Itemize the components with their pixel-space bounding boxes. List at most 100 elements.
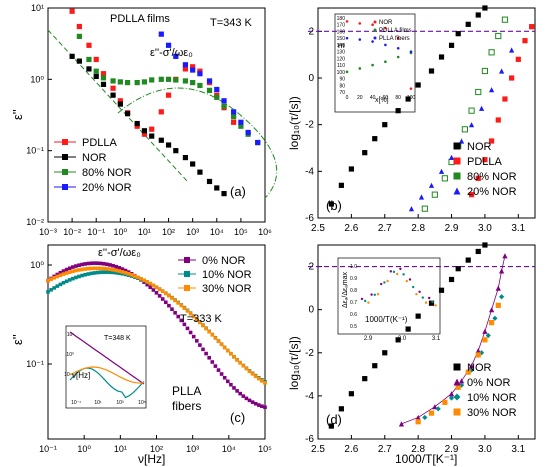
panel-b-inset-ytick-label: 100 [337, 70, 346, 76]
panel-c-point [95, 266, 100, 271]
panel-b-inset-xtick-label: 40 [370, 95, 376, 101]
panel-c-temp: T=333 K [180, 313, 223, 325]
panel-d-ytick-label: 0 [308, 305, 314, 316]
panel-d-inset-point [380, 282, 383, 286]
panel-d-inset-ytick-label: 0.9 [350, 276, 357, 282]
panel-d-point [415, 313, 421, 319]
panel-d-xtick-label: 2.8 [411, 444, 425, 455]
panel-c-point [49, 277, 53, 282]
panel-c-point [198, 343, 202, 347]
panel-a-point [149, 133, 155, 139]
panel-c-point [260, 379, 264, 383]
panel-b-point [338, 182, 344, 188]
panel-b-ytick-label: 0 [308, 73, 314, 84]
panel-a-formula: ε''-σ'/ωε₀ [150, 47, 193, 59]
panel-b-point [501, 16, 509, 23]
panel-a-point [93, 56, 99, 63]
panel-c-point [111, 267, 115, 272]
panel-a-point [86, 66, 92, 72]
panel-a-point [182, 62, 189, 68]
panel-c-legend-label: 30% NOR [202, 283, 252, 295]
panel-c-point [67, 270, 72, 274]
panel-c-point [253, 401, 258, 406]
panel-a-legend-marker [62, 139, 68, 145]
panel-c-point [120, 271, 125, 276]
panel-d-point [489, 307, 495, 313]
panel-a-point [117, 79, 123, 85]
panel-c-point [188, 311, 193, 316]
panel-b-point [455, 31, 461, 37]
panel-a-point [197, 82, 203, 89]
panel-c-xtick-label: 10⁻¹ [39, 444, 57, 454]
panel-b-inset-xtick-label: 80 [395, 95, 401, 101]
panel-c-point [120, 267, 125, 271]
panel-c-point [102, 261, 106, 266]
panel-d-ytick-label: -2 [305, 348, 314, 359]
panel-a-point [149, 126, 155, 132]
panel-c-point [74, 275, 78, 280]
panel-d-legend-label: 0% NOR [467, 377, 510, 389]
panel-b-point [418, 194, 425, 200]
panel-c-point [74, 264, 78, 268]
panel-b-inset-legend-label: NOR [379, 20, 393, 26]
panel-c-point [80, 267, 84, 272]
panel-c-inset-xtick-label: 10¹ [94, 400, 102, 406]
panel-c-xtick-label: 10⁴ [222, 444, 236, 454]
panel-b-point [482, 157, 488, 163]
panel-b-point [499, 68, 505, 74]
panel-b-point [405, 96, 411, 102]
panel-a-point [134, 120, 140, 127]
panel-b-point [428, 68, 435, 74]
panel-c-point [179, 318, 184, 323]
panel-c-point [253, 374, 258, 379]
panel-c-point [244, 366, 249, 371]
panel-c-point [61, 280, 66, 285]
panel-c-point [123, 268, 128, 273]
panel-c-point [204, 326, 208, 331]
panel-a-legend-label: NOR [82, 152, 107, 164]
panel-c-point [216, 339, 221, 343]
panel-b-inset-point [371, 23, 374, 27]
panel-c-point [241, 394, 246, 398]
panel-c-point [263, 381, 267, 385]
panel-d-inset-ytick-label: 0.7 [350, 300, 357, 306]
panel-b-point [509, 75, 515, 81]
panel-b-point [441, 175, 448, 182]
panel-d-inset-point [399, 267, 402, 271]
panel-c-xlabel: ν[Hz] [138, 452, 165, 466]
panel-a-frame [47, 7, 266, 223]
panel-d-point [475, 352, 481, 358]
panel-b-frame [317, 7, 536, 219]
panel-c-point [160, 289, 165, 294]
panel-b-legend-label: 20% NOR [467, 186, 517, 198]
panel-a-point [182, 66, 189, 72]
panel-d-inset-point [373, 293, 376, 296]
panel-d-point [465, 369, 471, 375]
panel-c-point [55, 284, 60, 288]
panel-b-point [478, 105, 485, 111]
panel-d-inset-point [415, 293, 418, 296]
panel-c-point [154, 291, 159, 295]
panel-a-point [86, 42, 92, 48]
panel-c-xtick-label: 10³ [186, 444, 199, 454]
panel-c-point [83, 262, 87, 266]
panel-a-xtick-label: 10⁻² [63, 227, 81, 237]
panel-d-xtick-label: 3.1 [511, 444, 525, 455]
panel-a-point [149, 77, 155, 83]
panel-b-point [438, 54, 445, 60]
panel-a-fit-line [117, 87, 278, 199]
panel-d-inset-xtick-label: 3.0 [398, 336, 407, 342]
panel-c-point [61, 272, 66, 276]
panel-d-point [485, 332, 491, 339]
panel-c-xtick-label: 10¹ [114, 444, 127, 454]
panel-c-point [114, 264, 118, 269]
panel-b-inset-legend-marker [373, 28, 377, 32]
panel-d-point [435, 406, 441, 412]
panel-d-point [428, 300, 435, 306]
panel-a-point [93, 73, 99, 79]
panel-c-point [111, 270, 115, 275]
panel-c-point [207, 329, 211, 334]
panel-d-inset-point [360, 297, 364, 301]
panel-c-point [52, 286, 56, 290]
panel-c-point [46, 290, 50, 294]
